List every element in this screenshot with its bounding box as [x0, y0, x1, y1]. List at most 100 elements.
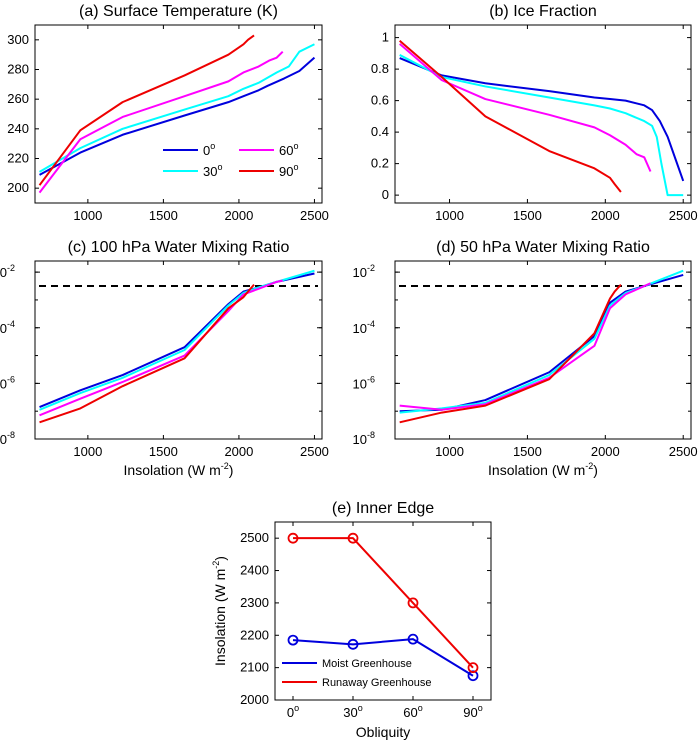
y-tick-label-e: 2400 [240, 563, 269, 578]
panel-title-d: (d) 50 hPa Water Mixing Ratio [436, 239, 650, 256]
y-tick-label-c: 10-4 [0, 319, 15, 336]
y-tick-label-c: 10-6 [0, 374, 15, 391]
x-tick-label-e: 30o [343, 703, 362, 720]
series-line-c-1 [39, 269, 315, 411]
x-tick-label-a: 2000 [224, 208, 253, 223]
data-point-e-0 [467, 670, 479, 682]
y-tick-label-b: 0 [382, 187, 389, 202]
y-tick-label-e: 2500 [240, 530, 269, 545]
panel-title-a: (a) Surface Temperature (K) [79, 3, 278, 20]
x-tick-label-b: 1500 [513, 208, 542, 223]
y-tick-label-d: 10-4 [353, 319, 375, 336]
x-tick-label-a: 1500 [149, 208, 178, 223]
data-point-e-0 [347, 638, 359, 650]
series-line-a-3 [38, 34, 255, 186]
x-tick-label-c: 1500 [149, 444, 178, 459]
axes-frame-b [394, 24, 692, 204]
x-tick-label-b: 1000 [435, 208, 464, 223]
y-axis-title-e: Insolation (W m-2) [211, 556, 228, 666]
y-tick-label-a: 280 [7, 62, 29, 77]
panel-e: (e) Inner Edge 0o 30o 60o 90o 2000 2100 2200 230… [211, 500, 492, 740]
x-tick-label-c: 1000 [73, 444, 102, 459]
x-tick-label-c: 2000 [224, 444, 253, 459]
x-tick-label-a: 2500 [300, 208, 329, 223]
y-tick-label-b: 0.8 [371, 61, 389, 76]
x-axis-title-d: Insolation (W m-2) [488, 461, 598, 478]
legend-label-2: 60o [279, 141, 298, 158]
panel-title-c: (c) 100 hPa Water Mixing Ratio [68, 239, 290, 256]
series-line-b-2 [399, 43, 652, 172]
axes-frame-e [274, 521, 492, 701]
series-line-d-3 [399, 283, 622, 424]
series-line-b-0 [399, 57, 685, 182]
x-tick-label-d: 1500 [513, 444, 542, 459]
y-tick-label-a: 260 [7, 91, 29, 106]
y-tick-label-e: 2100 [240, 660, 269, 675]
x-tick-label-d: 2500 [669, 444, 698, 459]
y-tick-label-a: 240 [7, 121, 29, 136]
x-tick-label-d: 1000 [435, 444, 464, 459]
y-tick-label-e: 2300 [240, 595, 269, 610]
y-tick-label-a: 220 [7, 151, 29, 166]
x-tick-label-e: 0o [287, 703, 299, 720]
data-point-e-0 [287, 634, 299, 646]
series-line-d-2 [399, 282, 651, 411]
legend-e: Moist Greenhouse Runaway Greenhouse [282, 658, 431, 689]
y-tick-label-b: 0.4 [371, 124, 389, 139]
axes-frame-c [34, 260, 323, 440]
y-tick-label-e: 2000 [240, 692, 269, 707]
panel-d: (d) 50 hPa Water Mixing Ratio 1000 1500 200… [353, 239, 698, 478]
y-tick-label-c: 10-2 [0, 263, 15, 280]
y-tick-label-b: 0.6 [371, 93, 389, 108]
x-tick-label-c: 2500 [300, 444, 329, 459]
series-line-b-3 [399, 39, 622, 193]
series-line-c-3 [39, 283, 255, 424]
series-line-e-0 [292, 638, 474, 677]
series-line-a-0 [39, 56, 316, 176]
x-tick-label-e: 60o [403, 703, 422, 720]
panel-c: (c) 100 hPa Water Mixing Ratio 1000 1500 20… [0, 239, 329, 478]
series-line-b-1 [399, 54, 684, 197]
data-point-e-1 [347, 532, 359, 544]
series-line-a-2 [38, 50, 284, 194]
axes-frame-a [34, 24, 323, 204]
legend-label-e-1: Runaway Greenhouse [322, 677, 431, 689]
legend-a: 0o 30o 60o 90o [163, 141, 298, 179]
x-tick-label-e: 90o [463, 703, 482, 720]
series-line-d-0 [399, 273, 684, 413]
x-axis-title-e: Obliquity [356, 724, 410, 740]
series-line-c-0 [39, 272, 315, 408]
y-tick-label-b: 0.2 [371, 156, 389, 171]
panel-b: (b) Ice Fraction 1000 1500 2000 2500 0 0.2 0.4 0… [371, 3, 698, 223]
y-tick-label-e: 2200 [240, 627, 269, 642]
legend-label-1: 30o [203, 162, 222, 179]
data-point-e-0 [407, 633, 419, 645]
y-tick-label-c: 10-8 [0, 430, 15, 447]
y-tick-label-a: 300 [7, 32, 29, 47]
x-tick-label-d: 2000 [591, 444, 620, 459]
x-tick-label-b: 2500 [669, 208, 698, 223]
panel-title-b: (b) Ice Fraction [489, 3, 597, 20]
legend-label-0: 0o [203, 141, 215, 158]
y-tick-label-a: 200 [7, 180, 29, 195]
x-axis-title-c: Insolation (W m-2) [124, 461, 234, 478]
series-line-c-2 [39, 279, 283, 417]
series-line-d-1 [399, 269, 684, 414]
y-tick-label-d: 10-6 [353, 374, 375, 391]
panel-a: (a) Surface Temperature (K) 1000 1500 2000 2… [7, 3, 329, 223]
axes-frame-d [394, 260, 692, 440]
x-tick-label-b: 2000 [591, 208, 620, 223]
series-line-e-1 [293, 537, 474, 669]
panel-title-e: (e) Inner Edge [332, 500, 434, 517]
data-point-e-1 [467, 662, 479, 674]
y-tick-label-b: 1 [382, 30, 389, 45]
y-tick-label-d: 10-8 [353, 430, 375, 447]
x-tick-label-a: 1000 [73, 208, 102, 223]
data-point-e-1 [287, 532, 299, 544]
y-tick-label-d: 10-2 [353, 263, 375, 280]
data-point-e-1 [407, 597, 419, 609]
series-line-a-1 [39, 43, 315, 173]
legend-label-e-0: Moist Greenhouse [322, 658, 412, 670]
legend-label-3: 90o [279, 162, 298, 179]
